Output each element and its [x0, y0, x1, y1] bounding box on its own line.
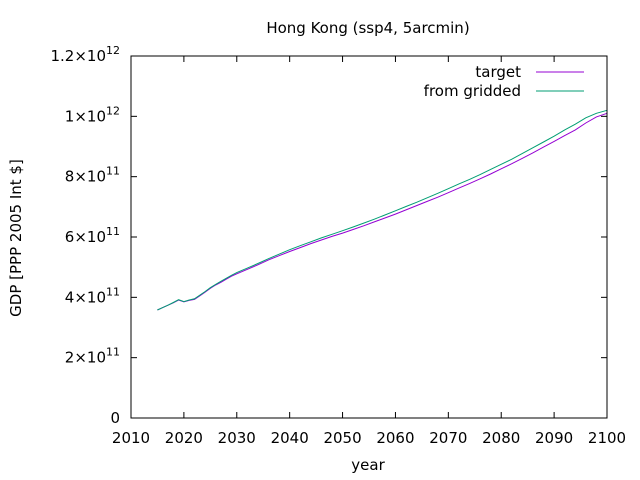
y-tick-mantissa: 8×10	[65, 168, 106, 186]
x-tick-label: 2100	[588, 429, 626, 447]
y-tick-label: 2×1011	[65, 346, 120, 367]
x-tick-label: 2030	[218, 429, 256, 447]
series-lines	[157, 109, 608, 311]
y-tick-mantissa: 6×10	[65, 228, 106, 246]
x-tick-label: 2080	[482, 429, 520, 447]
y-tick-label: 1.2×1012	[50, 44, 120, 65]
y-tick-label: 8×1011	[65, 165, 120, 186]
y-tick-label: 4×1011	[65, 285, 120, 306]
x-tick-label: 2010	[112, 429, 150, 447]
y-tick-exponent: 12	[106, 44, 120, 57]
series-line-from-gridded	[157, 109, 608, 311]
x-tick-label: 2040	[271, 429, 309, 447]
y-tick-exponent: 11	[106, 225, 120, 238]
series-line-target	[157, 112, 608, 311]
x-tick-label: 2050	[323, 429, 361, 447]
y-tick-mantissa: 4×10	[65, 288, 106, 306]
y-tick-mantissa: 1.2×10	[50, 47, 106, 65]
y-tick-exponent: 11	[106, 285, 120, 298]
y-tick-mantissa: 0	[110, 409, 120, 427]
legend-label: from gridded	[424, 82, 521, 100]
x-tick-label: 2020	[165, 429, 203, 447]
x-tick-label: 2060	[376, 429, 414, 447]
y-tick-exponent: 11	[106, 346, 120, 359]
y-tick-exponent: 12	[106, 104, 120, 117]
legend-label: target	[475, 63, 521, 81]
plot-frame	[130, 55, 608, 419]
y-tick-label: 1×1012	[65, 104, 120, 125]
x-tick-label: 2070	[429, 429, 467, 447]
y-tick-mantissa: 1×10	[65, 107, 106, 125]
x-tick-label: 2090	[535, 429, 573, 447]
x-axis-label: year	[351, 456, 385, 474]
y-axis-label: GDP [PPP 2005 Int $]	[7, 159, 25, 317]
y-tick-label: 6×1011	[65, 225, 120, 246]
y-tick-label: 0	[110, 409, 120, 427]
y-tick-exponent: 11	[106, 165, 120, 178]
y-tick-mantissa: 2×10	[65, 349, 106, 367]
axis-ticks: 2010 2020 2030 2040 2050 2060 2070 2080 2090 2100…	[50, 44, 626, 447]
chart-title: Hong Kong (ssp4, 5arcmin)	[266, 19, 469, 37]
